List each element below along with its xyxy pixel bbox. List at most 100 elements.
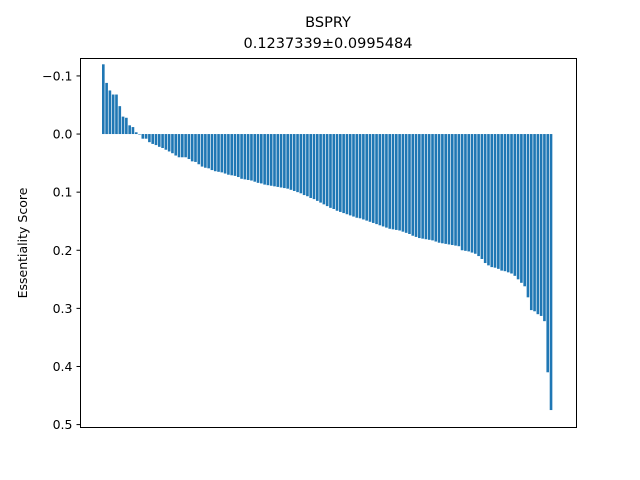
bar: [105, 82, 108, 135]
bar: [177, 134, 181, 158]
bar: [467, 134, 471, 252]
bar: [335, 134, 339, 211]
bar: [365, 134, 368, 221]
bar: [118, 106, 122, 135]
bar: [309, 134, 313, 198]
bar: [283, 134, 286, 189]
bar: [174, 134, 178, 156]
bar: [306, 134, 309, 197]
bar: [385, 134, 388, 228]
bar: [368, 134, 372, 222]
bar: [477, 134, 480, 257]
bar: [240, 134, 243, 179]
bar: [447, 134, 451, 245]
bar-group: [102, 64, 553, 411]
bar: [503, 134, 507, 272]
bar: [227, 134, 230, 175]
bar: [533, 134, 536, 312]
bar: [194, 134, 197, 162]
bar: [401, 134, 405, 232]
bar: [513, 134, 517, 276]
bar: [431, 134, 434, 241]
bar: [256, 134, 260, 183]
bar: [296, 134, 299, 193]
bar: [520, 134, 523, 283]
bar: [144, 134, 148, 139]
bar: [121, 116, 125, 135]
bar: [358, 134, 362, 219]
y-tick-label: 0.1: [53, 185, 73, 200]
bar: [190, 134, 194, 162]
bar: [470, 134, 474, 253]
bar: [164, 134, 168, 150]
bar: [250, 134, 253, 181]
bar: [273, 134, 276, 187]
y-tick-label: 0.4: [53, 359, 73, 374]
bar: [529, 134, 533, 311]
bar: [292, 134, 296, 191]
bar: [434, 134, 438, 242]
bar: [329, 134, 332, 208]
bar: [289, 134, 293, 190]
bar: [381, 134, 385, 227]
bar: [184, 134, 187, 158]
bar: [444, 134, 447, 244]
bar: [260, 134, 263, 184]
bar: [500, 134, 503, 271]
bar: [536, 134, 540, 315]
bar: [355, 134, 359, 218]
bar: [398, 134, 401, 231]
y-tick-label: 0.5: [53, 417, 73, 432]
bar: [549, 134, 553, 411]
bar: [352, 134, 355, 217]
bar: [312, 134, 316, 200]
bar: [171, 134, 174, 154]
bar: [302, 134, 306, 196]
bar: [266, 134, 270, 186]
bar: [510, 134, 513, 274]
bar: [223, 134, 227, 174]
bar: [546, 134, 550, 373]
bar: [487, 134, 490, 266]
bar: [348, 134, 352, 216]
bar: [325, 134, 329, 207]
y-tick-label: 0.0: [53, 127, 73, 142]
bar: [319, 134, 322, 203]
plot-frame: [80, 58, 577, 428]
bar: [230, 134, 234, 176]
bar: [181, 134, 184, 158]
bar: [197, 134, 201, 165]
bar: [115, 94, 118, 135]
bar: [497, 134, 500, 269]
bar: [441, 134, 444, 244]
bar: [526, 134, 530, 298]
bar: [490, 134, 494, 268]
bar: [539, 134, 543, 316]
bar: [362, 134, 365, 220]
y-axis-label: Essentiality Score: [15, 187, 30, 298]
bar: [207, 134, 210, 169]
bar: [315, 134, 319, 201]
y-tick-label: −0.1: [42, 68, 72, 83]
bar: [339, 134, 342, 212]
bar: [108, 90, 112, 135]
bar: [125, 117, 128, 135]
bar: [506, 134, 510, 273]
bar: [263, 134, 266, 185]
bar: [342, 134, 345, 214]
bar: [391, 134, 395, 230]
bar: [217, 134, 220, 172]
bar: [111, 94, 115, 135]
bar: [213, 134, 217, 172]
bar: [157, 134, 161, 147]
bar: [483, 134, 487, 264]
bar: [345, 134, 349, 215]
bar: [128, 125, 131, 135]
bar: [233, 134, 237, 176]
bar: [154, 134, 158, 146]
bar: [378, 134, 382, 226]
bar: [243, 134, 247, 180]
bar: [269, 134, 273, 186]
bar: [388, 134, 392, 229]
y-tick-label: 0.3: [53, 301, 73, 316]
